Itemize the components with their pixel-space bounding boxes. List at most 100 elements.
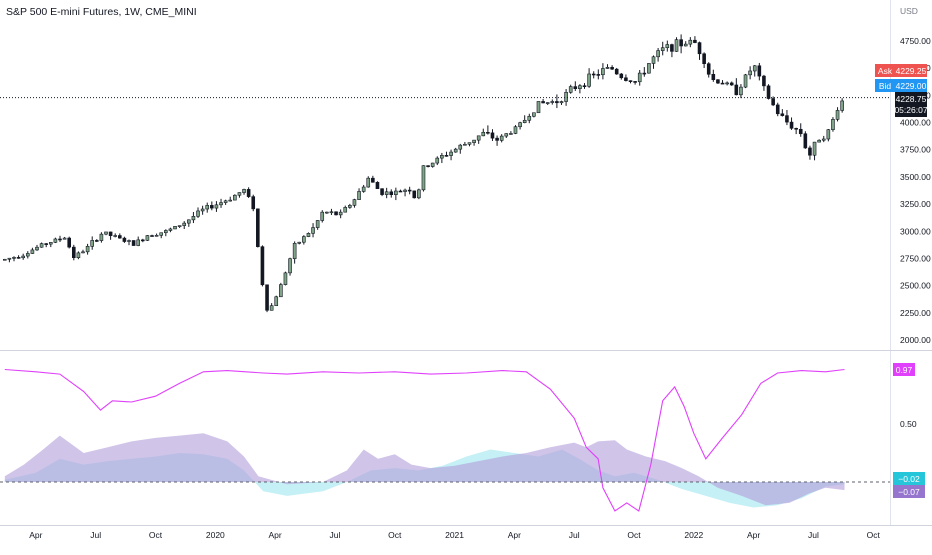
time-tick-label: 2021 — [445, 530, 464, 540]
candle-body — [338, 211, 343, 216]
candle-body — [53, 238, 58, 243]
candle-body — [196, 210, 200, 217]
price-tick-label: 3500.00 — [900, 172, 931, 182]
candle-body — [233, 194, 237, 201]
time-tick-label: Apr — [29, 530, 42, 540]
candle-body — [812, 141, 817, 156]
candle-body — [251, 196, 256, 210]
candle-body — [311, 227, 315, 234]
bid-tag: Bid — [875, 79, 895, 92]
candle-body — [697, 42, 702, 55]
candle-body — [463, 143, 467, 146]
candle-body — [141, 239, 145, 242]
candle-body — [44, 243, 48, 245]
candle-body — [624, 77, 628, 81]
indicator-axis[interactable]: 0.50 — [900, 419, 917, 429]
candle-body — [279, 284, 283, 298]
candle-body — [614, 68, 619, 75]
candle-body — [371, 177, 375, 183]
ask-price: 4229.25 — [896, 66, 927, 76]
time-tick-label: Jul — [90, 530, 101, 540]
candle-body — [297, 241, 302, 244]
candle-body — [2, 258, 7, 261]
candle-body — [182, 222, 187, 226]
candle-body — [426, 165, 430, 167]
candle-body — [757, 65, 762, 77]
candle-body — [380, 188, 384, 195]
ask-tag: Ask — [875, 64, 895, 77]
candle-body — [214, 204, 219, 209]
candle-body — [821, 138, 826, 141]
candle-body — [591, 73, 596, 76]
candle-body — [453, 148, 458, 153]
candle-body — [688, 39, 693, 45]
indicator-areas — [4, 368, 845, 512]
price-tick-label: 2750.00 — [900, 253, 931, 263]
candle-body — [486, 131, 490, 134]
candle-body — [168, 228, 173, 231]
candle-body — [582, 85, 587, 88]
candle-body — [389, 191, 394, 195]
candle-body — [481, 131, 486, 137]
time-tick-label: Oct — [388, 530, 402, 540]
candle-body — [39, 243, 44, 248]
candle-body — [780, 113, 785, 116]
candlestick-series — [2, 34, 844, 313]
indicator-mid-tag-b: −0.07 — [893, 485, 925, 498]
candle-body — [274, 296, 279, 306]
candle-body — [513, 126, 518, 134]
candle-body — [136, 239, 141, 246]
price-pane[interactable] — [0, 0, 890, 350]
indicator-tick-label: 0.50 — [900, 419, 917, 429]
candle-body — [532, 112, 536, 117]
candle-body — [283, 272, 288, 285]
candle-body — [536, 101, 541, 114]
candle-body — [706, 63, 711, 75]
candle-body — [522, 119, 527, 123]
candle-body — [702, 53, 706, 65]
candle-body — [48, 242, 53, 245]
candle-body — [587, 73, 591, 87]
candle-body — [628, 80, 633, 82]
time-tick-label: Oct — [149, 530, 163, 540]
candle-body — [596, 74, 601, 76]
chart-title: S&P 500 E-mini Futures, 1W, CME_MINI — [6, 6, 197, 18]
candle-body — [476, 135, 481, 141]
candle-body — [269, 305, 274, 311]
candle-body — [716, 79, 720, 84]
time-tick-label: 2020 — [206, 530, 225, 540]
candle-body — [150, 235, 154, 237]
candle-body — [435, 157, 440, 164]
candle-body — [219, 202, 223, 206]
candle-body — [246, 189, 251, 197]
price-tick-label: 4750.00 — [900, 36, 931, 46]
candle-body — [357, 191, 361, 200]
time-axis[interactable]: Apr Jul Oct 2020 Apr Jul Oct 2021 Apr Jul Oct 2022 A… — [29, 530, 880, 540]
candle-body — [647, 63, 651, 74]
ask-label: Ask — [878, 66, 893, 76]
candle-body — [578, 85, 582, 89]
candle-body — [76, 252, 81, 258]
candle-body — [762, 75, 766, 87]
candle-body — [200, 208, 205, 212]
candle-body — [288, 258, 292, 274]
candle-body — [265, 284, 269, 311]
price-axis[interactable]: USD4750.004500.004250.004000.003750.0035… — [900, 6, 931, 345]
candle-body — [734, 84, 739, 96]
candle-body — [720, 82, 725, 85]
candle-body — [835, 110, 840, 120]
candle-body — [605, 67, 610, 69]
candle-body — [440, 155, 444, 159]
candle-body — [637, 72, 642, 83]
candle-body — [458, 144, 463, 150]
candle-body — [71, 246, 76, 258]
candle-body — [789, 121, 794, 129]
candle-body — [656, 50, 660, 58]
time-tick-label: Oct — [867, 530, 881, 540]
candle-body — [242, 189, 246, 193]
candle-body — [421, 165, 426, 191]
price-tick-label: 2250.00 — [900, 308, 931, 318]
candle-body — [35, 246, 39, 251]
